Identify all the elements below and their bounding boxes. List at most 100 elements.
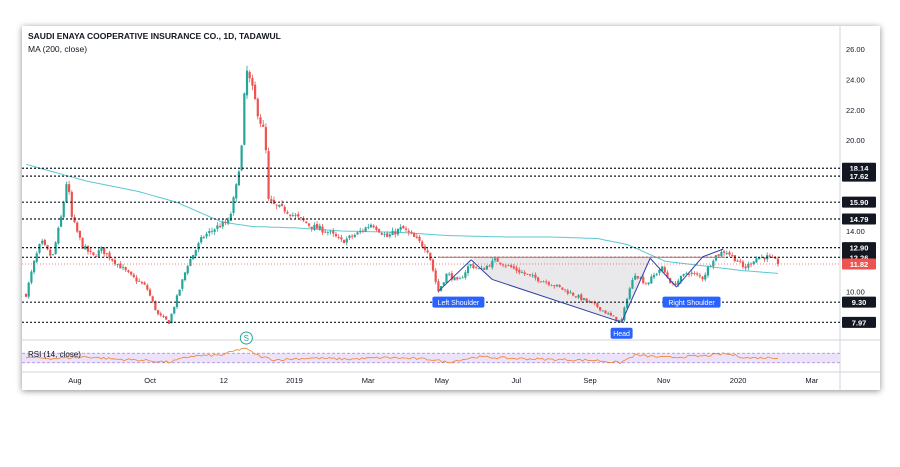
candle-body (178, 289, 181, 296)
candle (609, 311, 612, 317)
candle (178, 289, 181, 297)
rsi-band (22, 353, 840, 363)
candle-body (426, 250, 429, 253)
time-tick-label: May (435, 376, 449, 385)
candle-body (461, 277, 464, 279)
candle-body (712, 260, 715, 267)
candle-body (251, 78, 254, 86)
candle (453, 276, 456, 281)
candle-body (709, 265, 712, 267)
candle (569, 290, 572, 294)
candle (32, 259, 36, 275)
candle (119, 261, 122, 269)
candle-body (351, 235, 354, 237)
symbol-title: SAUDI ENAYA COOPERATIVE INSURANCE CO., 1… (28, 31, 281, 41)
candle (731, 252, 734, 258)
candle-body (289, 214, 292, 216)
level-label: 9.30 (852, 298, 867, 307)
candle (351, 234, 354, 240)
candle (200, 234, 203, 245)
candle (237, 169, 241, 186)
candle (469, 263, 472, 269)
candle-body (232, 197, 235, 213)
candle (92, 252, 95, 256)
candle-body (720, 252, 723, 257)
candle (197, 241, 200, 253)
candle-body (566, 290, 569, 294)
candle (35, 251, 38, 264)
pattern-annotation[interactable] (662, 296, 721, 308)
candle (596, 302, 599, 309)
candle (501, 263, 505, 268)
candle (741, 259, 745, 270)
candle (631, 277, 634, 289)
candle-body (332, 230, 335, 234)
candle-body (254, 84, 257, 100)
candle (372, 224, 375, 229)
split-marker[interactable] (239, 331, 253, 345)
candle (116, 263, 119, 268)
candle (332, 228, 335, 237)
candle-body (170, 313, 173, 324)
candle (728, 250, 731, 257)
level-label: 7.97 (852, 318, 867, 327)
candle-body (717, 254, 720, 256)
candle-body (183, 272, 187, 281)
candle (43, 238, 46, 246)
candle (647, 282, 650, 286)
time-tick-label: 12 (220, 376, 228, 385)
candle (148, 287, 152, 297)
candle-body (706, 267, 710, 276)
candle (650, 274, 653, 285)
candle-body (388, 234, 391, 237)
candle-body (32, 260, 36, 273)
candle-body (580, 294, 583, 301)
candle-body (270, 199, 273, 201)
candle-body (485, 265, 489, 270)
candle-body (625, 298, 629, 308)
candle-body (213, 229, 216, 232)
candle-body (313, 224, 316, 230)
level-label: 14.79 (850, 215, 869, 224)
candle-body (617, 319, 621, 322)
level-badge (842, 296, 876, 308)
candle-body (291, 214, 294, 216)
candle-body (404, 228, 408, 230)
candle (607, 311, 610, 316)
candle (410, 229, 413, 235)
candle-body (337, 237, 340, 238)
candle-body (235, 184, 238, 199)
pattern-annotation[interactable] (610, 327, 633, 339)
candle-body (542, 281, 545, 283)
candle (321, 223, 324, 236)
candle-body (634, 275, 637, 280)
candle (76, 221, 79, 233)
candle-body (604, 310, 607, 314)
pattern-annotation[interactable] (432, 296, 485, 308)
candle-body (396, 229, 400, 235)
candle (318, 223, 321, 231)
pattern-annotation-label: Right Shoulder (668, 300, 715, 307)
candle (121, 264, 125, 271)
candle-body (216, 225, 219, 229)
candle-body (41, 240, 44, 244)
candle-body (200, 237, 203, 243)
candle-body (644, 283, 648, 285)
candle (369, 223, 373, 228)
candle-body (407, 230, 410, 233)
candle-body (156, 310, 160, 315)
candle-body (534, 274, 537, 278)
candle (477, 267, 480, 270)
candle-body (86, 245, 90, 252)
candle (248, 70, 251, 83)
time-tick-label: Nov (657, 376, 671, 385)
candle (448, 272, 451, 277)
candle-body (696, 273, 699, 275)
chart-frame[interactable]: 18.14 17.62 15.90 14.79 12.90 12.26 9.30 7.97 11… (22, 26, 880, 390)
candle-body (237, 171, 241, 186)
time-axis: Aug Oct 12 2019 Mar May Jul Sep Nov 2020 Mar (68, 376, 819, 385)
candle (674, 281, 677, 286)
candle-body (421, 241, 424, 247)
candle-body (100, 247, 103, 251)
